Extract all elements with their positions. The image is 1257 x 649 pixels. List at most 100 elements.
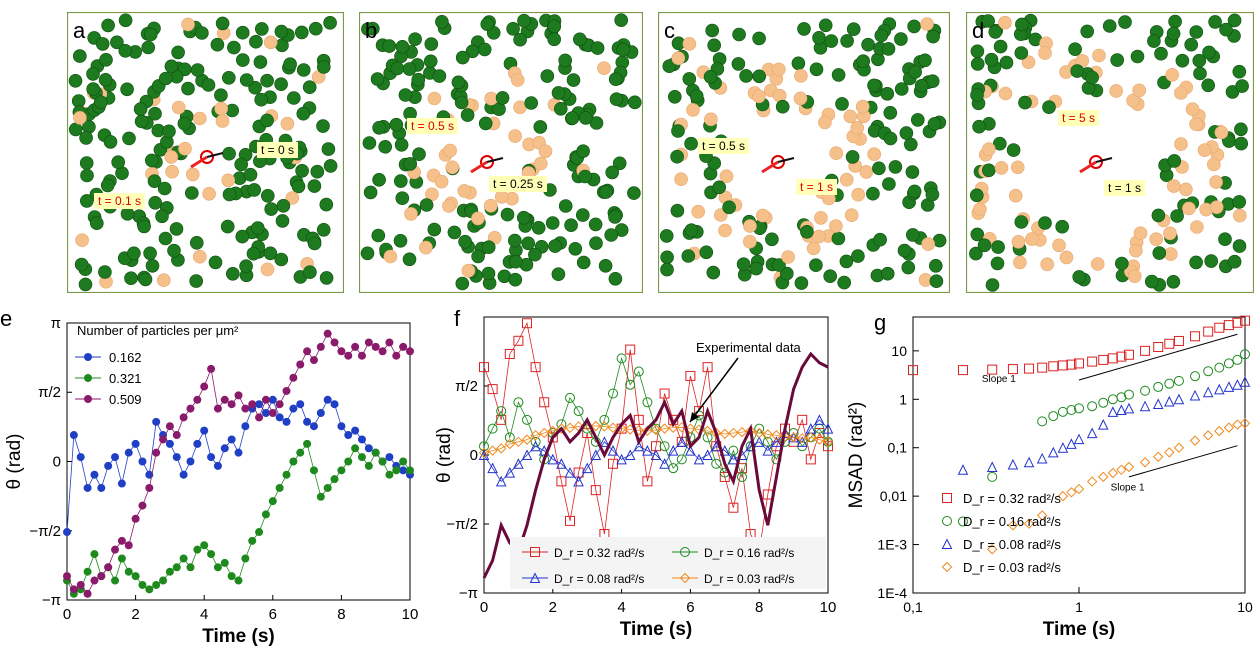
particle (824, 34, 839, 48)
particle (478, 116, 493, 131)
data-point (179, 413, 188, 422)
data-point (1098, 354, 1109, 365)
data-point (504, 438, 516, 450)
y-tick-label: 0,1 (888, 440, 908, 456)
particle (307, 236, 322, 251)
particle (370, 72, 385, 86)
data-point (90, 470, 99, 479)
y-tick-label: −π/2 (29, 523, 61, 540)
particle-trace (534, 156, 548, 171)
data-point (117, 554, 126, 563)
data-point (1116, 404, 1127, 416)
particle (1175, 53, 1190, 68)
particle-trace (181, 17, 195, 32)
legend-label: D_r = 0.32 rad²/s (554, 546, 644, 560)
particle (914, 79, 929, 93)
slope-line (1128, 445, 1238, 478)
particle (1055, 219, 1069, 234)
particle-trace (752, 89, 766, 104)
particle (874, 28, 889, 43)
particle (660, 262, 674, 277)
data-point (957, 365, 968, 376)
particle-trace (260, 262, 275, 277)
snapshot-panel-b: b t = 0.5 s t = 0.25 s (359, 12, 643, 293)
data-point (303, 417, 312, 426)
particle (275, 214, 290, 228)
data-point (1107, 353, 1118, 364)
particle-trace (812, 229, 826, 244)
data-point (1173, 393, 1185, 405)
data-point (1164, 447, 1175, 458)
particle (866, 186, 880, 201)
particle (1042, 100, 1056, 114)
particle (253, 55, 268, 69)
data-point (1036, 452, 1048, 464)
data-point (1048, 411, 1059, 422)
particle (93, 95, 108, 109)
x-tick-label: 10 (820, 599, 837, 616)
data-point (599, 421, 610, 432)
particle (423, 54, 438, 69)
particle (882, 177, 896, 191)
data-point (564, 466, 576, 478)
data-point (207, 550, 216, 559)
particle (856, 54, 870, 69)
particle (1014, 215, 1029, 229)
particle-trace (1133, 226, 1148, 240)
particle-trace (671, 51, 686, 66)
particle (533, 120, 548, 134)
data-point (685, 444, 696, 456)
data-point (616, 353, 627, 364)
particle-trace (867, 147, 881, 161)
panel-letter-f: f (454, 306, 461, 331)
particle (398, 88, 413, 102)
particle (167, 243, 181, 258)
data-point (822, 423, 834, 434)
particle (255, 22, 269, 36)
data-point (1240, 349, 1250, 360)
data-point (607, 422, 619, 433)
data-point (392, 351, 401, 360)
particle (906, 228, 920, 242)
particle (239, 73, 254, 87)
particle (1189, 255, 1203, 270)
particle (454, 95, 469, 110)
annotation-label: Experimental data (696, 340, 802, 355)
particle (1170, 209, 1184, 223)
data-point (207, 453, 216, 462)
particle (419, 198, 434, 212)
y-tick-label: 1 (899, 391, 907, 407)
series-D_r = 0.08 rad²/s (957, 376, 1251, 475)
slope-label: Slope 1 (1111, 483, 1145, 494)
particle (189, 274, 203, 288)
particle (254, 92, 268, 107)
x-axis-label: Time (s) (1043, 619, 1116, 640)
data-point (186, 563, 195, 572)
data-point (616, 453, 627, 465)
data-point (702, 362, 713, 373)
particle-trace (1165, 67, 1179, 82)
particle (578, 111, 593, 125)
data-point (650, 424, 662, 436)
data-point (1074, 403, 1084, 414)
particle-trace (461, 263, 476, 278)
particle (888, 160, 903, 174)
x-tick-label: 1 (1075, 599, 1083, 615)
x-axis-label: Time (s) (620, 619, 693, 640)
particle-trace (829, 146, 843, 160)
data-point (565, 392, 575, 403)
data-point (172, 563, 181, 572)
particle (977, 238, 992, 253)
data-point (364, 461, 373, 470)
particle (316, 119, 330, 133)
data-point (220, 444, 229, 453)
orientation-arrow (470, 160, 488, 174)
particle-trace (193, 249, 207, 264)
data-point (124, 541, 133, 550)
annotation-arrow (689, 357, 739, 423)
time-label: t = 0.1 s (94, 193, 146, 209)
data-point (316, 342, 325, 351)
data-point (642, 476, 653, 487)
data-point (165, 422, 174, 431)
data-point (337, 347, 346, 356)
